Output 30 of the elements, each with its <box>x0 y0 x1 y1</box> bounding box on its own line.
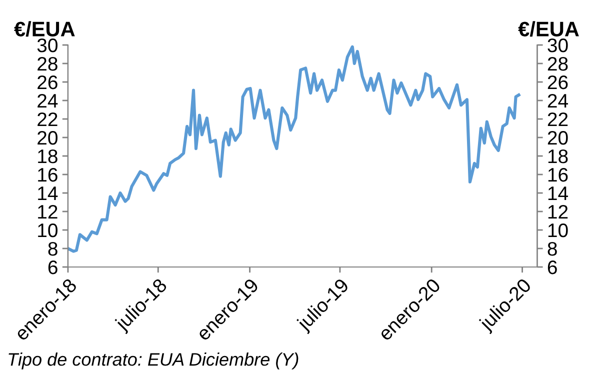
y-tick-label: 16 <box>38 168 58 182</box>
y2-tick-label: 24 <box>548 94 568 108</box>
y2-tick-label: 28 <box>548 56 568 71</box>
y-tick-label: 10 <box>38 223 58 238</box>
y2-tick-label: 20 <box>548 130 568 145</box>
y-tick-label: 26 <box>38 75 58 90</box>
y-tick-label: 30 <box>37 38 58 52</box>
y-tick-label: 6 <box>48 260 58 274</box>
y2-tick-label: 8 <box>548 242 557 256</box>
y2-tick-label: 22 <box>548 112 568 126</box>
y2-tick-label: 30 <box>548 38 568 52</box>
y2-tick-label: 16 <box>548 168 568 182</box>
y-tick-label: 20 <box>38 130 58 145</box>
y2-tick-label: 6 <box>548 260 557 274</box>
y-tick-label: 18 <box>38 149 58 164</box>
y-axis-title: €/EUA <box>14 21 75 37</box>
y2-tick-label: 26 <box>548 75 568 90</box>
y2-tick-label: 10 <box>548 223 568 238</box>
y-tick-label: 22 <box>38 112 58 126</box>
y2-tick-label: 12 <box>548 204 568 219</box>
y2-axis-title: €/EUA <box>518 21 579 37</box>
y-tick-label: 8 <box>48 242 58 256</box>
y-tick-label: 24 <box>38 94 58 108</box>
y-tick-label: 28 <box>38 56 58 71</box>
y-tick-label: 12 <box>38 204 58 219</box>
y2-tick-label: 18 <box>548 149 568 164</box>
y-tick-label: 14 <box>38 186 58 200</box>
y2-tick-label: 14 <box>548 186 568 200</box>
text: Tipo de contrato: EUA Diciembre (Y) <box>8 352 298 370</box>
line-series <box>68 45 520 253</box>
